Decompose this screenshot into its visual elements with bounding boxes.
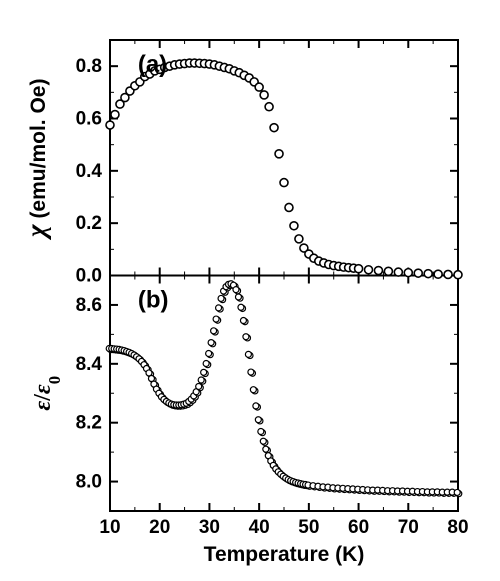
panel-a-series — [106, 59, 462, 279]
svg-text:0.4: 0.4 — [76, 161, 103, 182]
panel-label: (a) — [138, 51, 167, 78]
svg-text:8.0: 8.0 — [76, 472, 102, 493]
x-axis-label: Temperature (K) — [204, 543, 365, 566]
svg-text:0.8: 0.8 — [76, 56, 102, 77]
svg-text:0.2: 0.2 — [76, 213, 102, 234]
svg-text:0.0: 0.0 — [76, 266, 102, 287]
svg-text:10: 10 — [99, 517, 120, 538]
svg-text:60: 60 — [348, 517, 369, 538]
svg-text:8.4: 8.4 — [76, 354, 103, 375]
figure-svg: 10 20 30 40 50 60 70 80 0.0 0.2 0.4 0.6 0.8 8.0 8.2 8.4… — [0, 0, 500, 581]
figure-container: 10 20 30 40 50 60 70 80 0.0 0.2 0.4 0.6 0.8 8.0 8.2 8.4… — [0, 0, 500, 581]
svg-text:8.2: 8.2 — [76, 413, 102, 434]
panel-a-ylabel: χ (emu/mol. Oe) — [21, 79, 51, 241]
panel-b-ylabel: ε/ε0 — [30, 376, 64, 411]
svg-text:70: 70 — [398, 517, 419, 538]
svg-text:80: 80 — [447, 517, 468, 538]
panel-label: (b) — [138, 286, 169, 313]
svg-text:50: 50 — [298, 517, 319, 538]
svg-text:20: 20 — [149, 517, 170, 538]
svg-text:40: 40 — [249, 517, 270, 538]
svg-text:0.6: 0.6 — [76, 109, 102, 130]
svg-text:30: 30 — [199, 517, 220, 538]
svg-text:8.6: 8.6 — [76, 295, 102, 316]
